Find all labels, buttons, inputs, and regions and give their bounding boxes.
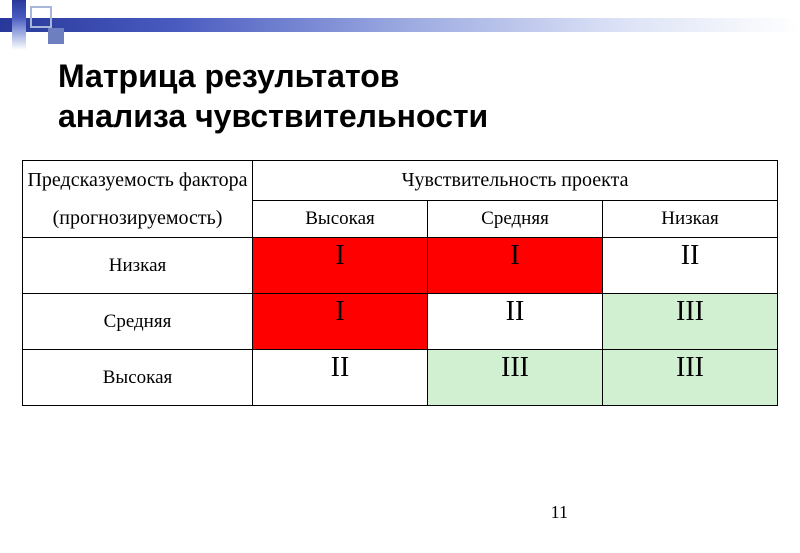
decor-horizontal-stripe	[0, 18, 800, 32]
matrix-cell: III	[603, 350, 778, 406]
matrix-cell: I	[253, 238, 428, 294]
matrix-cell: III	[603, 294, 778, 350]
matrix-cell: I	[253, 294, 428, 350]
matrix-cell: II	[603, 238, 778, 294]
matrix-cell: II	[253, 350, 428, 406]
slide-title: Матрица результатов анализа чувствительн…	[58, 56, 760, 136]
subheader-medium: Средняя	[428, 200, 603, 237]
matrix-tbody: НизкаяIIIIСредняяIIIIIIВысокаяIIIIIIII	[23, 238, 778, 406]
header-predictability-line2: (прогнозируемость)	[53, 207, 223, 229]
matrix-cell: III	[428, 350, 603, 406]
decor-vertical-stripe	[12, 0, 26, 50]
header-predictability: Предсказуемость фактора (прогнозируемост…	[23, 161, 253, 238]
table-row: СредняяIIIIII	[23, 294, 778, 350]
row-label: Высокая	[23, 350, 253, 406]
slide: Матрица результатов анализа чувствительн…	[0, 0, 800, 553]
table-row: ВысокаяIIIIIIII	[23, 350, 778, 406]
header-sensitivity: Чувствительность проекта	[253, 161, 778, 201]
table-row: НизкаяIIII	[23, 238, 778, 294]
title-line-2: анализа чувствительности	[58, 98, 488, 134]
decor-square-solid	[48, 28, 64, 44]
matrix-cell: I	[428, 238, 603, 294]
row-label: Средняя	[23, 294, 253, 350]
matrix-cell: II	[428, 294, 603, 350]
title-line-1: Матрица результатов	[58, 58, 399, 94]
slide-number: 11	[551, 502, 568, 523]
subheader-high: Высокая	[253, 200, 428, 237]
decor-square-outline	[30, 6, 52, 28]
subheader-low: Низкая	[603, 200, 778, 237]
header-predictability-line1: Предсказуемость фактора	[27, 169, 247, 191]
sensitivity-matrix-table: Предсказуемость фактора (прогнозируемост…	[22, 160, 778, 406]
row-label: Низкая	[23, 238, 253, 294]
